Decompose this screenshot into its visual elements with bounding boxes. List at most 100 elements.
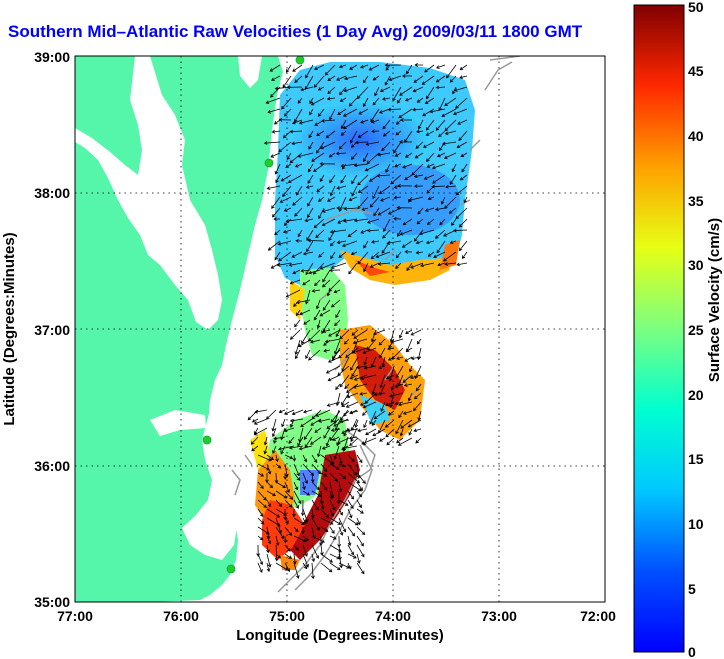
velocity-arrow <box>371 419 377 427</box>
velocity-arrow <box>266 553 272 568</box>
velocity-arrow <box>424 97 435 104</box>
velocity-arrow <box>278 117 292 122</box>
velocity-arrow <box>305 64 314 79</box>
velocity-arrow <box>377 262 391 266</box>
velocity-arrow <box>319 262 336 270</box>
velocity-arrow <box>322 279 331 288</box>
velocity-arrow <box>307 174 314 184</box>
velocity-arrow <box>373 392 386 397</box>
velocity-arrow <box>458 218 468 228</box>
velocity-arrow <box>329 508 335 517</box>
velocity-arrow <box>282 75 292 88</box>
velocity-arrow <box>359 392 368 396</box>
velocity-vectors <box>247 63 468 580</box>
velocity-arrow <box>395 251 402 259</box>
velocity-arrow <box>385 163 391 173</box>
velocity-arrow <box>300 499 305 517</box>
velocity-arrow <box>254 409 268 414</box>
velocity-arrow <box>439 141 446 151</box>
velocity-arrow <box>253 427 259 435</box>
velocity-arrow <box>295 238 303 243</box>
velocity-arrow <box>373 410 386 420</box>
velocity-arrow <box>311 553 316 563</box>
velocity-arrow <box>463 196 468 204</box>
velocity-arrow <box>266 508 281 518</box>
velocity-arrow <box>353 218 369 223</box>
velocity-arrow <box>398 108 413 119</box>
velocity-arrow <box>402 74 412 78</box>
velocity-arrow <box>329 174 336 184</box>
velocity-arrow <box>361 207 369 211</box>
radar-station-marker <box>295 56 305 65</box>
velocity-arrow <box>320 508 329 519</box>
velocity-arrow <box>324 338 341 344</box>
velocity-arrow <box>455 185 468 196</box>
velocity-arrow <box>431 163 446 170</box>
velocity-arrow <box>293 535 307 543</box>
velocity-arrow <box>446 64 457 79</box>
velocity-arrow <box>311 490 322 497</box>
velocity-arrow <box>344 383 350 390</box>
velocity-arrow <box>333 289 341 294</box>
velocity-arrow <box>274 251 281 261</box>
velocity-arrow <box>425 240 435 245</box>
velocity-arrow <box>311 481 320 491</box>
velocity-arrow <box>305 262 314 276</box>
velocity-arrow <box>406 262 413 272</box>
velocity-arrow <box>387 356 395 361</box>
velocity-arrow <box>432 174 446 184</box>
velocity-arrow <box>356 535 364 547</box>
velocity-arrow <box>382 229 391 239</box>
velocity-arrow <box>302 454 307 463</box>
velocity-arrow <box>295 299 311 305</box>
velocity-arrow <box>405 152 413 158</box>
velocity-arrow <box>308 163 314 173</box>
velocity-arrow <box>283 108 292 117</box>
velocity-arrow <box>275 526 285 540</box>
y-tick-label: 35:00 <box>34 594 70 610</box>
velocity-arrow <box>307 207 314 219</box>
velocity-arrow <box>424 207 435 212</box>
velocity-arrow <box>326 418 340 430</box>
velocity-arrow <box>338 463 346 468</box>
velocity-arrow <box>355 140 369 145</box>
velocity-arrow <box>303 427 313 440</box>
velocity-arrow <box>340 119 347 130</box>
velocity-arrow <box>275 553 282 559</box>
velocity-arrow <box>293 481 299 491</box>
velocity-arrow <box>371 129 380 134</box>
velocity-arrow <box>271 196 281 209</box>
velocity-arrow <box>275 499 283 507</box>
velocity-arrow <box>425 119 435 131</box>
velocity-arrow <box>275 490 288 499</box>
velocity-arrow <box>320 553 333 563</box>
velocity-arrow <box>459 75 468 80</box>
velocity-arrow <box>263 141 281 145</box>
colorbar-tick-label: 0 <box>688 644 696 659</box>
velocity-arrow <box>409 374 422 380</box>
velocity-arrow <box>340 174 347 184</box>
velocity-arrow <box>458 130 468 141</box>
velocity-arrow <box>329 427 340 442</box>
velocity-arrow <box>266 454 274 460</box>
velocity-arrow <box>350 152 358 160</box>
velocity-arrow <box>356 490 362 498</box>
velocity-arrow <box>397 401 413 407</box>
velocity-arrow <box>270 262 281 269</box>
velocity-arrow <box>362 97 369 108</box>
velocity-arrow <box>455 207 468 220</box>
velocity-arrow <box>311 535 326 543</box>
velocity-arrow <box>273 436 277 444</box>
velocity-arrow <box>433 251 446 258</box>
velocity-arrow <box>353 329 368 339</box>
velocity-arrow <box>318 108 325 117</box>
velocity-arrow <box>338 526 344 536</box>
velocity-arrow <box>343 119 358 130</box>
velocity-arrow <box>294 163 303 168</box>
velocity-arrow <box>356 553 361 564</box>
velocity-arrow <box>284 526 292 536</box>
velocity-arrow <box>291 251 303 258</box>
velocity-arrow <box>286 152 292 161</box>
velocity-arrow <box>461 251 468 260</box>
velocity-arrow <box>311 409 322 420</box>
